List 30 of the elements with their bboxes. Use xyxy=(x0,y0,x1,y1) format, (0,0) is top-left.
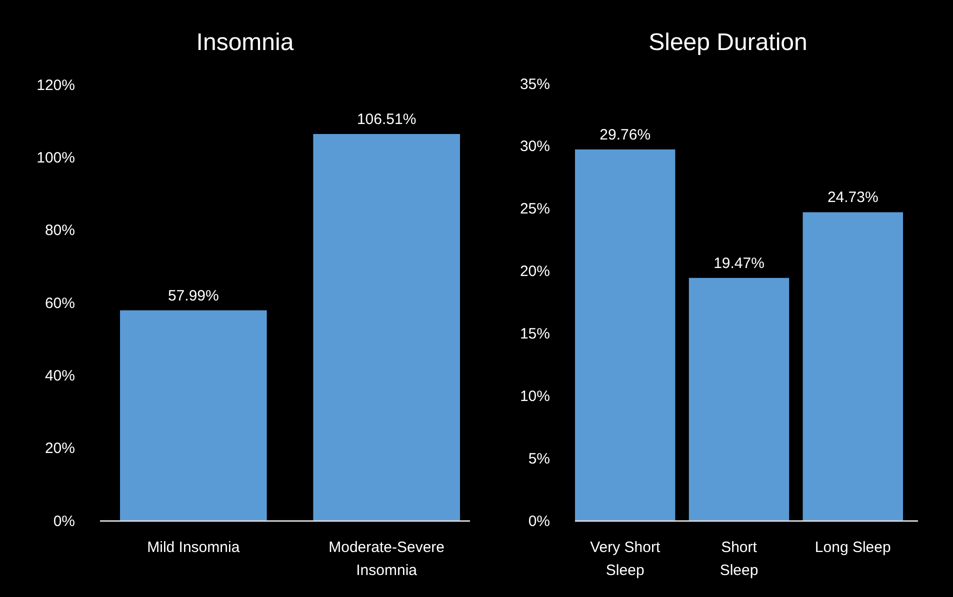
data-label: 106.51% xyxy=(356,111,416,128)
y-tick-label: 5% xyxy=(528,450,550,468)
y-tick-label: 35% xyxy=(520,76,550,93)
y-tick-label: 40% xyxy=(44,367,75,384)
chart-title: Insomnia xyxy=(196,29,294,56)
x-tick-label: Very Short Sleep xyxy=(590,539,661,579)
data-label: 57.99% xyxy=(168,287,219,304)
y-tick-label: 0% xyxy=(528,512,550,530)
data-label: 29.76% xyxy=(600,126,651,144)
y-tick-label: 30% xyxy=(520,138,550,156)
y-tick-label: 20% xyxy=(44,440,75,458)
x-tick-label: Short Sleep xyxy=(720,539,758,579)
y-tick-label: 100% xyxy=(36,149,75,166)
y-tick-label: 10% xyxy=(520,388,550,405)
x-tick-label: Moderate-Severe Insomnia xyxy=(328,539,445,579)
bar xyxy=(802,212,903,521)
data-label: 19.47% xyxy=(714,254,764,272)
x-tick-label: Mild Insomnia xyxy=(147,539,240,556)
x-tick-label: Long Sleep xyxy=(814,539,891,556)
y-tick-label: 15% xyxy=(520,326,550,343)
y-tick-label: 60% xyxy=(44,294,75,312)
data-label: 24.73% xyxy=(827,189,878,206)
y-tick-label: 120% xyxy=(36,76,75,94)
y-tick-label: 80% xyxy=(44,222,75,240)
chart-title: Sleep Duration xyxy=(648,29,808,56)
bar xyxy=(575,149,676,521)
y-tick-label: 0% xyxy=(53,512,75,530)
bar xyxy=(688,278,790,521)
y-tick-label: 20% xyxy=(520,263,550,280)
y-tick-label: 25% xyxy=(520,200,550,218)
